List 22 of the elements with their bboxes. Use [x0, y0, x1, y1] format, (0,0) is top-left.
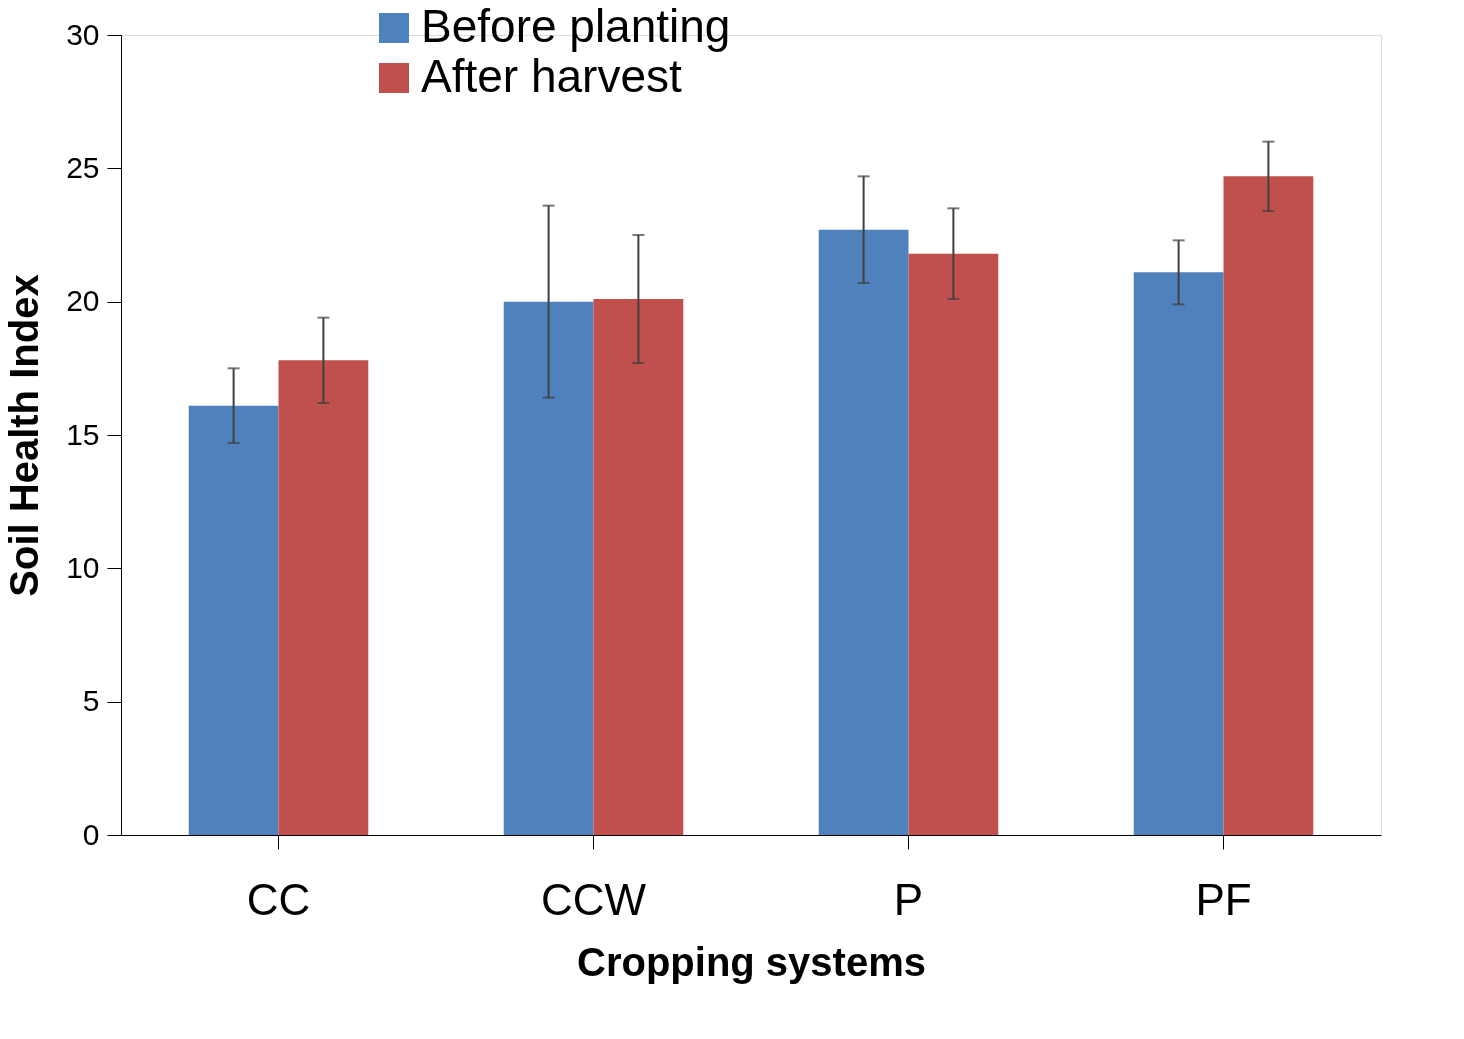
- y-tick-label: 0: [82, 817, 100, 851]
- bar: [818, 229, 909, 835]
- y-axis-title: Soil Health Index: [2, 274, 47, 597]
- y-tick-label: 5: [82, 684, 100, 718]
- y-tick-label: 10: [66, 550, 100, 584]
- bar: [278, 360, 369, 835]
- y-tick-label: 20: [66, 284, 100, 318]
- x-axis-title: Cropping systems: [577, 939, 926, 984]
- bar: [503, 301, 594, 835]
- y-tick-label: 25: [66, 150, 100, 184]
- x-tick-label: PF: [1195, 874, 1252, 924]
- bar: [1133, 272, 1224, 835]
- bar: [188, 405, 279, 835]
- y-tick-label: 15: [66, 417, 100, 451]
- x-tick-label: CCW: [540, 874, 647, 924]
- x-tick-label: CC: [246, 874, 311, 924]
- bar: [1223, 176, 1314, 835]
- legend-label: Before planting: [421, 0, 731, 52]
- bar: [593, 299, 684, 835]
- bar: [908, 253, 999, 835]
- x-tick-label: P: [893, 874, 924, 924]
- y-tick-label: 30: [66, 17, 100, 51]
